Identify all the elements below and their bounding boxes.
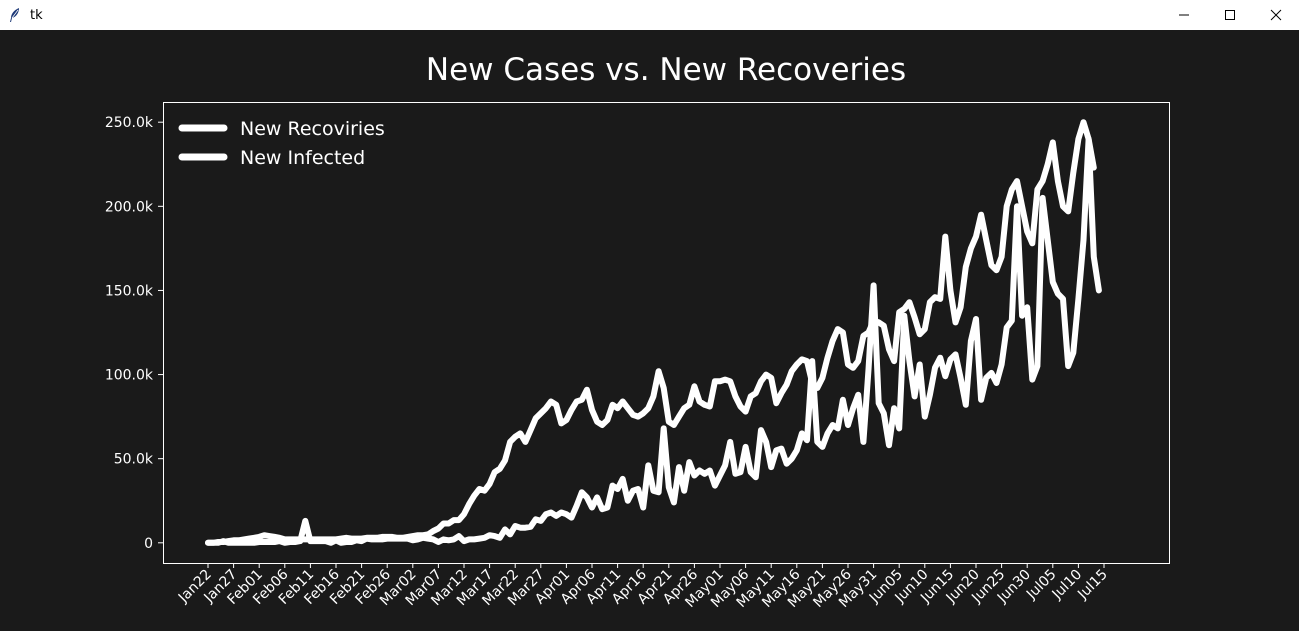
- x-tick-label: Jul15: [1074, 567, 1111, 604]
- feather-icon: [0, 0, 30, 30]
- y-axis: 0 50.0k 100.0k 150.0k 200.0k 250.0k: [105, 115, 163, 552]
- x-axis: Jan22Jan27Feb01Feb06Feb11Feb16Feb21Feb26…: [175, 563, 1111, 611]
- y-tick-label: 100.0k: [105, 368, 154, 384]
- legend-label: New Recoviries: [240, 118, 385, 140]
- legend: New Recoviries New Infected: [178, 118, 385, 169]
- title-bar: tk: [0, 0, 1299, 30]
- close-icon: [1270, 9, 1282, 21]
- series-line-2: [205, 119, 1097, 546]
- minimize-icon: [1179, 14, 1189, 16]
- minimize-button[interactable]: [1161, 0, 1207, 30]
- line-chart: New Cases vs. New Recoveries 0 50.0k 100.0…: [105, 52, 1170, 611]
- maximize-icon: [1225, 10, 1235, 20]
- y-tick-label: 250.0k: [105, 115, 154, 131]
- x-tick-label: Jul10: [1049, 567, 1086, 604]
- y-tick-label: 150.0k: [105, 283, 154, 299]
- y-tick-label: 0: [144, 536, 153, 552]
- maximize-button[interactable]: [1207, 0, 1253, 30]
- plot-frame: [163, 102, 1170, 564]
- close-button[interactable]: [1253, 0, 1299, 30]
- y-tick-label: 50.0k: [114, 452, 154, 468]
- legend-label: New Infected: [240, 147, 365, 169]
- chart-title: New Cases vs. New Recoveries: [426, 52, 906, 88]
- figure-canvas: New Cases vs. New Recoveries 0 50.0k 100.0…: [0, 30, 1299, 631]
- x-tick-label: Jul05: [1023, 567, 1060, 604]
- window-title: tk: [30, 7, 43, 23]
- y-tick-label: 200.0k: [105, 199, 154, 215]
- series-line-1: [205, 136, 1102, 546]
- window-controls: [1161, 0, 1299, 30]
- series-layer: [205, 119, 1102, 546]
